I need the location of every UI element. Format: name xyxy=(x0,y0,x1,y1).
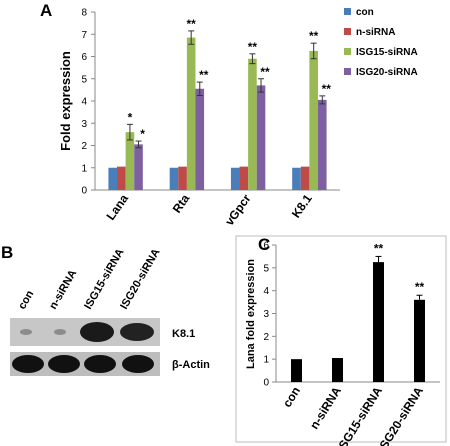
chart-a-legend-swatch-isg15-sirna xyxy=(344,48,351,55)
chart-a-significance-mark: ** xyxy=(260,65,270,79)
blot-k81-band-isg20 xyxy=(120,323,154,341)
blot-k81-band-con xyxy=(20,329,32,335)
blot-lane-label-isg20-sirna: ISG20-siRNA xyxy=(118,247,162,312)
chart-a-legend-swatch-con xyxy=(344,8,351,15)
chart-c-bar-isg20-sirna xyxy=(414,299,425,382)
chart-c-category-label: con xyxy=(280,384,303,410)
blot-label-k81: K8.1 xyxy=(172,328,195,340)
chart-a-bar-vgpcr-con xyxy=(230,167,240,190)
chart-a-category-label: Rta xyxy=(170,191,193,215)
chart-a-bar-lana-isg20-sirna xyxy=(134,144,143,190)
chart-a-legend-swatch-n-sirna xyxy=(344,28,351,35)
chart-a-significance-mark: ** xyxy=(248,40,258,54)
chart-a-bar-k8-1-n-sirna xyxy=(300,166,310,190)
chart-c-y-tick-label: 6 xyxy=(263,241,269,252)
chart-a-legend-label-n-sirna: n-siRNA xyxy=(356,27,395,38)
chart-a-bar-vgpcr-n-sirna xyxy=(239,166,249,190)
chart-a-y-tick-label: 0 xyxy=(81,186,87,197)
chart-a-legend-swatch-isg20-sirna xyxy=(344,68,351,75)
blot-k81-band-nsirna xyxy=(54,329,66,335)
panel-label-a: A xyxy=(40,1,52,20)
chart-c-y-tick-label: 4 xyxy=(263,286,269,297)
blot-label-actin: β-Actin xyxy=(172,359,210,371)
chart-a-y-tick-label: 7 xyxy=(81,30,87,41)
chart-c-bar-con xyxy=(291,359,302,382)
chart-a-y-tick-label: 8 xyxy=(81,8,87,19)
chart-a-significance-mark: * xyxy=(140,127,145,141)
chart-a-y-axis-title: Fold expression xyxy=(58,51,73,151)
chart-c-significance-mark: ** xyxy=(415,280,425,294)
chart-c: Lana fold expression 0 1 2 3 4 5 6 ** ** con n-s… xyxy=(235,235,447,446)
chart-a-significance-mark: * xyxy=(128,110,133,124)
chart-c-significance-mark: ** xyxy=(374,241,384,255)
blot-actin-band-con xyxy=(12,355,44,373)
chart-c-frame xyxy=(235,235,447,443)
chart-c-bar-isg15-sirna xyxy=(373,262,384,382)
chart-a-significance-mark: ** xyxy=(309,29,319,43)
chart-a-y-tick-label: 4 xyxy=(81,97,87,108)
chart-c-y-tick-label: 2 xyxy=(263,332,269,343)
chart-a-legend: con n-siRNA ISG15-siRNA ISG20-siRNA xyxy=(344,7,418,78)
chart-a-category-label: Lana xyxy=(104,191,132,222)
chart-a-significance-mark: ** xyxy=(322,82,332,96)
chart-a-y-tick-label: 2 xyxy=(81,141,87,152)
chart-a-bar-rta-con xyxy=(169,167,179,190)
chart-a-bar-vgpcr-isg15-sirna xyxy=(248,58,257,190)
chart-a-bar-lana-con xyxy=(108,167,118,190)
blot-lane-label-con: con xyxy=(16,288,36,311)
panel-label-b: B xyxy=(1,243,13,262)
blot-k81-band-isg15 xyxy=(80,322,114,342)
chart-a-legend-label-isg15-sirna: ISG15-siRNA xyxy=(356,47,418,58)
chart-a-significance-mark: ** xyxy=(187,17,197,31)
chart-a-bar-rta-isg15-sirna xyxy=(186,37,196,191)
chart-a-bar-rta-n-sirna xyxy=(178,166,187,190)
chart-a-y-tick-label: 6 xyxy=(81,52,87,63)
chart-a-y-tick-label: 5 xyxy=(81,74,87,85)
chart-c-y-tick-label: 0 xyxy=(263,378,269,389)
chart-c-y-tick-label: 5 xyxy=(263,263,269,274)
chart-a-category-label: K8.1 xyxy=(289,191,315,220)
chart-a-bar-k8-1-isg15-sirna xyxy=(309,50,318,190)
chart-a-bar-k8-1-con xyxy=(292,167,301,190)
chart-a-bar-vgpcr-isg20-sirna xyxy=(256,85,266,190)
chart-a-significance-mark: ** xyxy=(199,68,209,82)
chart-a-y-tick-label: 1 xyxy=(81,163,87,174)
blot-actin-band-isg15 xyxy=(84,355,116,373)
chart-a-y-tick-label: 3 xyxy=(81,119,87,130)
chart-c-category-label: n-siRNA xyxy=(307,384,344,432)
chart-a-bar-k8-1-isg20-sirna xyxy=(317,99,327,190)
panel-label-c: C xyxy=(258,235,270,254)
chart-a-legend-label-con: con xyxy=(356,7,374,18)
chart-a-category-label: vGpcr xyxy=(222,191,254,228)
blot-actin-band-nsirna xyxy=(48,355,80,373)
blot-actin-band-isg20 xyxy=(122,355,154,373)
blot-lane-label-n-sirna: n-siRNA xyxy=(47,268,79,312)
chart-c-y-tick-label: 1 xyxy=(263,355,269,366)
chart-a-bar-lana-isg15-sirna xyxy=(125,132,135,190)
chart-a-bar-rta-isg20-sirna xyxy=(195,88,205,190)
chart-c-y-tick-label: 3 xyxy=(263,309,269,320)
chart-a-legend-label-isg20-sirna: ISG20-siRNA xyxy=(356,67,418,78)
chart-c-bar-n-sirna xyxy=(332,358,343,382)
chart-a-bar-lana-n-sirna xyxy=(117,166,126,190)
chart-c-y-axis-title: Lana fold expression xyxy=(245,259,257,369)
